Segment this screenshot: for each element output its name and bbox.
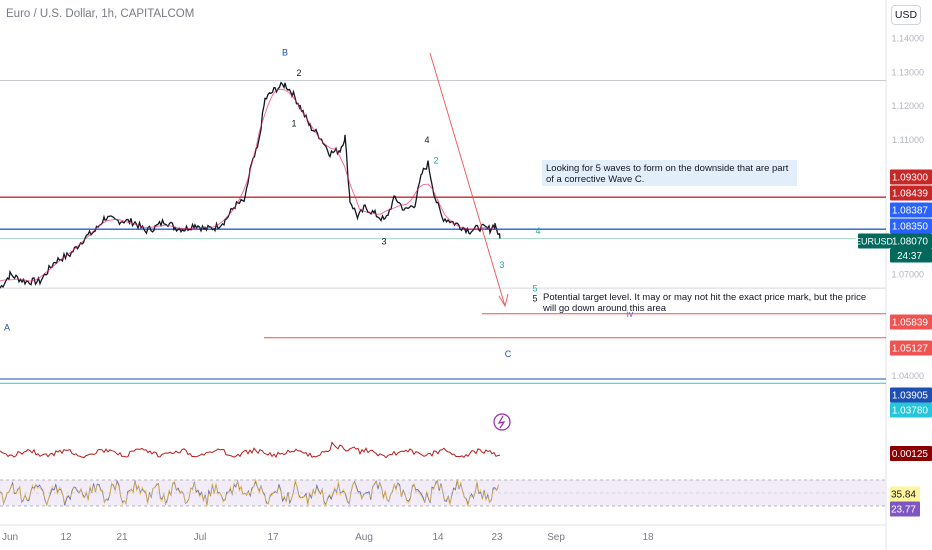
oscillator-line — [0, 441, 501, 459]
price-axis-label-text: 1.09300 — [892, 173, 929, 184]
y-tick-label: 1.11000 — [892, 135, 924, 145]
countdown-text: 24:37 — [897, 251, 922, 262]
x-tick-label: 17 — [267, 532, 279, 543]
wave-label: 2 — [433, 155, 438, 165]
x-tick-label: 12 — [60, 532, 72, 543]
x-tick-label: 21 — [116, 532, 128, 543]
x-tick-label: Jun — [2, 532, 18, 543]
rsi-value-bg — [890, 501, 920, 517]
x-tick-label: Sep — [547, 532, 565, 543]
x-tick-label: Jul — [194, 532, 207, 543]
price-axis-label: 1.08439 — [890, 185, 932, 201]
wave-label: 4 — [535, 226, 540, 236]
price-axis-label-text: 1.03780 — [892, 406, 929, 417]
wave-c-note: Looking for 5 waves to form on the downs… — [542, 160, 797, 186]
price-axis-label-bg — [890, 202, 932, 218]
x-tick-label: 14 — [432, 532, 444, 543]
wave-label: 3 — [499, 260, 504, 270]
oscillator-value-text: 0.00125 — [892, 449, 929, 460]
y-tick-label: 1.14000 — [891, 34, 924, 44]
price-axis-label-text: 1.05839 — [892, 318, 929, 329]
projection-arrow — [429, 52, 506, 307]
rsi-value-label: 35.84 — [890, 486, 920, 502]
lightning-icon-bolt — [497, 415, 506, 429]
rsi-value-text: 35.84 — [891, 490, 916, 501]
price-axis-label-bg — [890, 314, 932, 330]
target-note: Potential target level. It may or may no… — [543, 292, 867, 314]
price-axis-label-bg — [890, 387, 932, 403]
price-axis-label: 1.08350 — [890, 218, 932, 234]
wave-label: C — [505, 349, 512, 359]
price-axis-label-bg — [890, 169, 932, 185]
rsi-value-text: 23.77 — [891, 505, 916, 516]
lightning-icon — [493, 413, 511, 431]
price-axis-label: 1.05839 — [890, 314, 932, 330]
price-axis-label-bg — [890, 233, 932, 249]
price-axis-label: 1.03905 — [890, 387, 932, 403]
wave-label: 5 — [532, 294, 537, 304]
y-tick-label: 1.07000 — [891, 270, 924, 280]
wave-label: iv — [627, 309, 634, 319]
y-tick-label: 1.13000 — [891, 67, 924, 77]
price-candles — [0, 81, 501, 289]
moving-average-line — [0, 88, 500, 282]
price-axis-label: 1.08387 — [890, 202, 932, 218]
price-axis-label-bg — [890, 218, 932, 234]
price-axis-label-text: 1.08387 — [892, 206, 929, 217]
countdown-bg — [890, 248, 932, 263]
price-axis-label-text: 1.08439 — [892, 189, 929, 200]
x-tick-label: 18 — [642, 532, 654, 543]
price-axis-label: 1.03780 — [890, 402, 932, 418]
y-tick-label: 1.12000 — [891, 101, 924, 111]
oscillator-value-label: 0.00125 — [890, 446, 932, 461]
x-tick-label: 23 — [491, 532, 503, 543]
price-axis-label-text: 1.05127 — [892, 344, 929, 355]
chart-title: Euro / U.S. Dollar, 1h, CAPITALCOM — [6, 8, 195, 20]
rsi-value-label: 23.77 — [890, 501, 920, 517]
oscillator-value-bg — [890, 446, 932, 461]
x-tick-label: Aug — [355, 532, 373, 543]
rsi-signal-line — [0, 477, 499, 507]
price-axis-label: 1.05127 — [890, 340, 932, 356]
price-axis-label-bg — [890, 402, 932, 418]
symbol-badge-text: EURUSD — [855, 237, 894, 247]
symbol-badge-bg — [858, 233, 890, 249]
price-axis-label-text: 1.03905 — [892, 391, 929, 402]
y-tick-label: 1.04000 — [891, 371, 924, 381]
wave-label: 1 — [291, 118, 296, 128]
price-axis-label-bg — [890, 185, 932, 201]
currency-button[interactable]: USD — [891, 5, 921, 25]
rsi-value-bg — [890, 486, 920, 502]
projection-arrow-head — [498, 293, 509, 308]
wave-label: 3 — [381, 236, 386, 246]
wave-label: 4 — [424, 135, 429, 145]
price-axis-label-bg — [890, 340, 932, 356]
price-axis-label: 1.09300 — [890, 169, 932, 185]
price-axis-label-text: 1.08350 — [892, 222, 929, 233]
price-axis-label-text: 1.08070 — [892, 237, 929, 248]
wave-label: A — [4, 322, 10, 332]
wave-label: 2 — [296, 68, 301, 78]
wave-label: 5 — [532, 284, 537, 294]
wave-label: B — [282, 48, 288, 58]
